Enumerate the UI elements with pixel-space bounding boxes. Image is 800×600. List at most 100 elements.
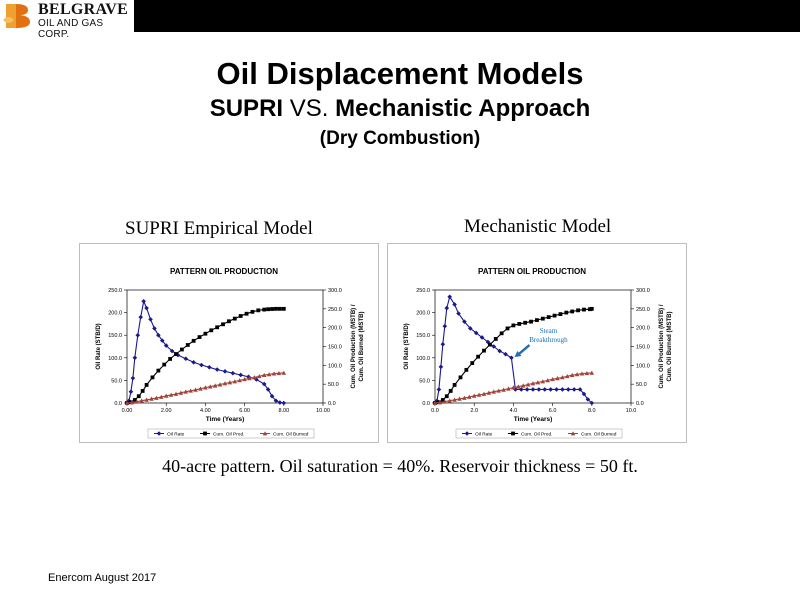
- x-tick-label: 6.00: [239, 408, 250, 414]
- data-point: [154, 395, 159, 400]
- data-point: [212, 383, 218, 388]
- data-point: [261, 381, 267, 387]
- data-point: [555, 376, 560, 381]
- data-point: [473, 330, 479, 336]
- x-tick-label: 8.0: [588, 408, 596, 414]
- x-tick-label: 10.00: [316, 408, 330, 414]
- x-tick-label: 8.00: [278, 408, 289, 414]
- data-point: [281, 400, 287, 406]
- data-point: [247, 376, 252, 381]
- chart-title: PATTERN OIL PRODUCTION: [170, 267, 278, 276]
- data-point: [487, 342, 492, 347]
- data-point: [458, 375, 463, 380]
- data-point: [565, 387, 571, 392]
- x-axis-label: Time (Years): [514, 416, 553, 423]
- data-point: [471, 393, 477, 398]
- data-point: [438, 364, 444, 370]
- x-tick-label: 2.0: [470, 408, 478, 414]
- data-point: [270, 307, 274, 311]
- y2-tick-label: 250.0: [328, 307, 342, 313]
- data-point: [227, 380, 233, 385]
- chart-mechanistic: PATTERN OIL PRODUCTION 0.0 50.0 100.0 150.0 2…: [387, 243, 687, 443]
- data-point: [209, 328, 214, 333]
- data-point: [265, 387, 271, 392]
- data-point: [214, 367, 220, 372]
- data-point: [273, 398, 279, 404]
- data-point: [227, 319, 231, 324]
- y-tick-label: 150.0: [416, 333, 430, 339]
- y2-tick-label: 50.0: [636, 382, 647, 388]
- brand-name: BELGRAVE: [38, 1, 129, 18]
- data-point: [238, 314, 243, 318]
- data-point: [540, 316, 545, 321]
- data-point: [144, 397, 149, 402]
- data-point: [584, 370, 590, 376]
- data-point: [163, 393, 169, 398]
- data-point: [168, 357, 173, 361]
- plot-area: [126, 289, 324, 404]
- data-point: [178, 390, 184, 395]
- data-point: [569, 372, 575, 378]
- data-point: [481, 391, 487, 396]
- data-point: [242, 376, 247, 382]
- y2-tick-label: 200.0: [636, 326, 650, 332]
- chart-mechanistic-svg: PATTERN OIL PRODUCTION 0.0 50.0 100.0 150.0 2…: [404, 267, 673, 439]
- data-point: [574, 372, 580, 377]
- data-point: [262, 307, 267, 312]
- data-point: [491, 389, 497, 394]
- panel-label-supri: SUPRI Empirical Model: [125, 218, 313, 239]
- data-point: [152, 326, 157, 331]
- y-tick-label: 100.0: [416, 356, 430, 362]
- y-tick-label: 100.0: [108, 356, 122, 362]
- data-point: [558, 312, 563, 317]
- data-point: [437, 400, 443, 405]
- data-point: [140, 389, 145, 393]
- subtitle-left: SUPRI: [209, 95, 284, 122]
- data-point: [552, 313, 557, 318]
- data-point: [548, 387, 553, 392]
- data-point: [535, 380, 541, 385]
- y2-axis-label: Cum. Oil Production (MSTB) /: [659, 304, 665, 388]
- legend-marker: [203, 431, 207, 436]
- data-point: [230, 370, 236, 376]
- legend-label: Cum. Oil Prod.: [213, 432, 244, 438]
- legend-label: Cum. Oil Burned: [273, 432, 309, 438]
- data-point: [511, 323, 516, 328]
- y2-tick-label: 100.0: [636, 363, 650, 369]
- page-subtitle-secondary: (Dry Combustion): [319, 128, 481, 149]
- data-point: [134, 399, 140, 404]
- y-tick-label: 50.0: [419, 378, 430, 384]
- data-point: [436, 387, 442, 392]
- data-point: [536, 387, 542, 392]
- data-point: [501, 387, 506, 392]
- data-point: [520, 383, 526, 388]
- data-point: [530, 381, 536, 386]
- data-point: [174, 352, 178, 356]
- y2-tick-label: 50.0: [328, 382, 339, 388]
- data-point: [130, 375, 136, 381]
- data-point: [576, 308, 580, 313]
- data-point: [525, 382, 531, 387]
- data-point: [203, 331, 208, 336]
- data-point: [564, 310, 569, 315]
- data-point: [132, 355, 138, 361]
- data-point: [274, 306, 278, 311]
- data-point: [135, 332, 141, 338]
- data-point: [535, 318, 539, 323]
- data-point: [222, 381, 228, 386]
- data-point: [452, 397, 457, 402]
- data-point: [571, 387, 577, 392]
- brand-subtitle: OIL AND GAS CORP.: [38, 18, 104, 40]
- data-point: [277, 306, 282, 311]
- data-point: [442, 323, 448, 329]
- data-point: [440, 398, 445, 402]
- data-point: [517, 322, 522, 326]
- data-point: [185, 343, 190, 347]
- x-tick-label: 4.0: [510, 408, 518, 414]
- data-point: [464, 367, 469, 372]
- data-point: [141, 299, 146, 304]
- data-point: [269, 393, 275, 399]
- data-point: [505, 326, 510, 331]
- data-point: [560, 375, 565, 380]
- data-point: [444, 305, 450, 311]
